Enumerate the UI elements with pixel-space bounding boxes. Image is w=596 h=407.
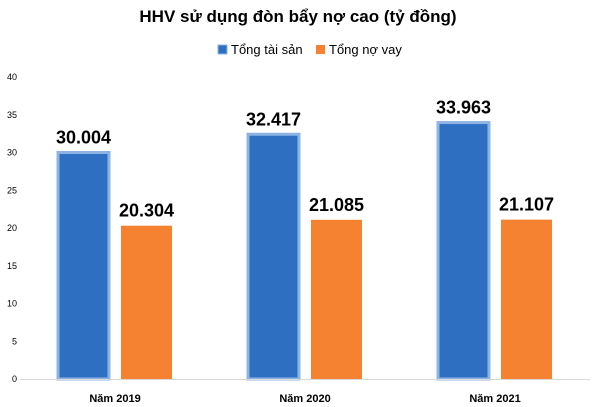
category-label: Năm 2021: [469, 393, 520, 405]
bar-tong-tai-san: [246, 132, 301, 381]
y-tick-label: 0: [12, 374, 17, 384]
legend-label-tong-tai-san: Tổng tài sản: [231, 42, 303, 57]
data-label: 30.004: [56, 127, 111, 147]
bar-tong-no-vay: [311, 219, 362, 379]
x-axis: Năm 2019 Năm 2020 Năm 2021: [20, 379, 590, 405]
chart-title: HHV sử dụng đòn bẩy nợ cao (tỷ đồng): [139, 7, 456, 26]
legend-swatch-tong-no-vay: [316, 45, 325, 54]
data-label: 21.085: [309, 195, 364, 215]
legend: Tổng tài sản Tổng nợ vay: [217, 42, 402, 57]
legend-label-tong-no-vay: Tổng nợ vay: [329, 42, 402, 57]
bar-tong-no-vay: [121, 225, 172, 379]
bar-tong-no-vay: [501, 219, 552, 379]
legend-swatch-tong-tai-san: [217, 44, 228, 55]
category-label: Năm 2020: [279, 393, 330, 405]
y-tick-label: 10: [7, 299, 17, 309]
data-label: 21.107: [499, 195, 554, 215]
y-tick-label: 40: [7, 72, 17, 82]
y-tick-label: 30: [7, 148, 17, 158]
y-tick-label: 20: [7, 223, 17, 233]
data-labels: 30.004 20.304 32.417 21.085 33.963 21.107: [56, 98, 554, 221]
data-label: 33.963: [436, 98, 491, 118]
bar-tong-tai-san: [436, 121, 491, 381]
y-tick-label: 5: [12, 336, 17, 346]
y-tick-label: 25: [7, 185, 17, 195]
bar-tong-tai-san: [56, 150, 111, 381]
data-label: 32.417: [246, 109, 301, 129]
data-label: 20.304: [119, 201, 174, 221]
y-tick-label: 15: [7, 261, 17, 271]
y-axis: 0 5 10 15 20 25 30 35 40: [7, 72, 17, 384]
y-tick-label: 35: [7, 110, 17, 120]
bars: [56, 121, 552, 381]
category-label: Năm 2019: [89, 393, 140, 405]
